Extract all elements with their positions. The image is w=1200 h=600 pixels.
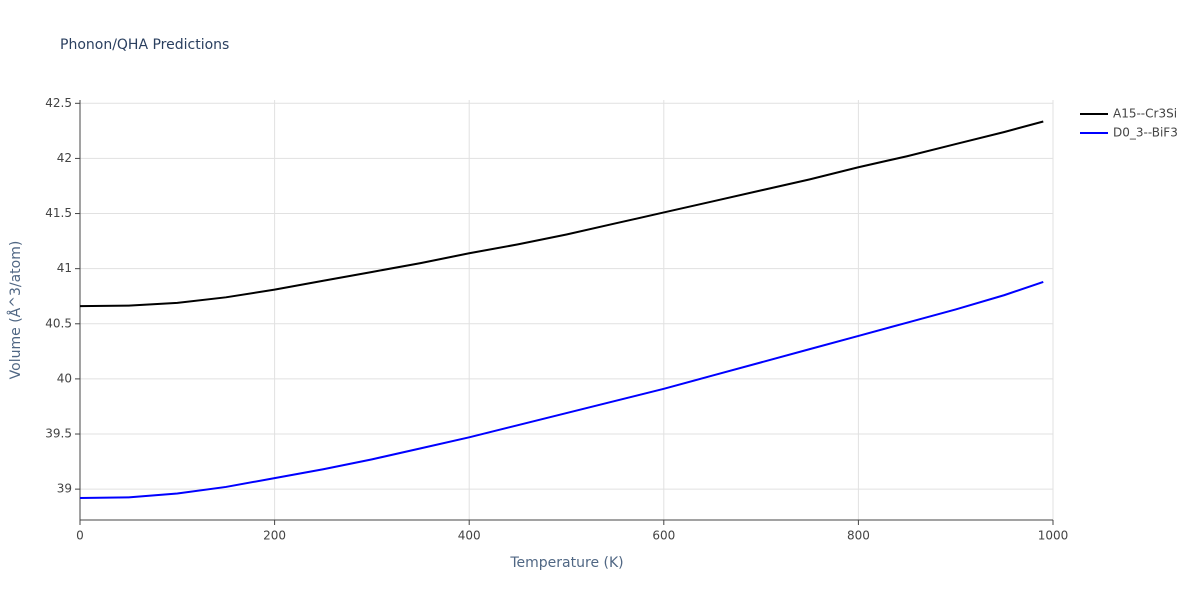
x-tick-label: 800: [847, 529, 870, 543]
x-tick-label: 600: [652, 529, 675, 543]
y-tick-label: 40.5: [45, 316, 72, 330]
x-tick-label: 1000: [1038, 529, 1069, 543]
x-tick-label: 0: [76, 529, 84, 543]
series-line: [79, 280, 1044, 499]
y-tick-label: 39.5: [45, 427, 72, 441]
y-tick-label: 41.5: [45, 206, 72, 220]
x-tick-label: 200: [263, 529, 286, 543]
legend-label: D0_3--BiF3: [1113, 126, 1178, 140]
y-tick-label: 41: [57, 261, 72, 275]
y-tick-label: 42: [57, 151, 72, 165]
y-tick-label: 42.5: [45, 96, 72, 110]
y-tick-label: 40: [57, 371, 72, 385]
y-tick-label: 39: [57, 482, 72, 496]
y-axis-title: Volume (Å^3/atom): [7, 241, 24, 380]
x-axis-title: Temperature (K): [509, 555, 623, 571]
x-tick-label: 400: [458, 529, 481, 543]
chart-title: Phonon/QHA Predictions: [60, 37, 229, 53]
legend-label: A15--Cr3Si: [1113, 107, 1177, 121]
series-line: [79, 120, 1044, 308]
